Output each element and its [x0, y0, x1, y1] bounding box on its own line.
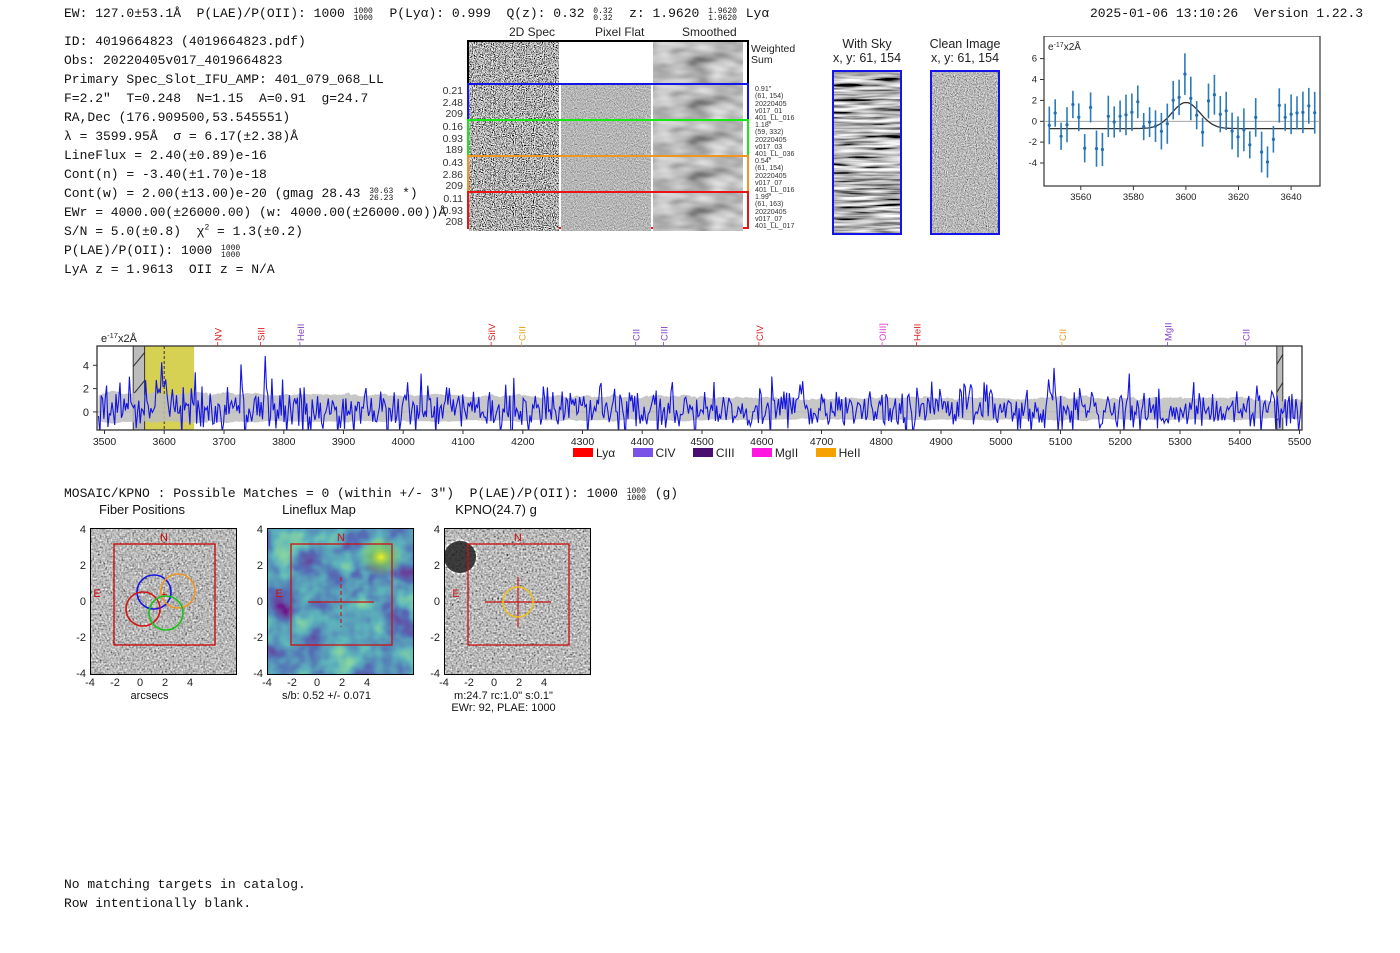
svg-text:NV: NV — [214, 327, 225, 341]
svg-text:E: E — [452, 588, 459, 600]
svg-text:E: E — [93, 588, 100, 600]
svg-text:3600: 3600 — [153, 436, 177, 448]
svg-text:3580: 3580 — [1123, 192, 1144, 203]
svg-text:4600: 4600 — [750, 436, 774, 448]
svg-text:5500: 5500 — [1288, 436, 1312, 448]
svg-text:OIII]: OIII] — [878, 323, 889, 341]
svg-text:0: 0 — [83, 407, 89, 419]
svg-text:CIII: CIII — [517, 326, 528, 341]
svg-text:4100: 4100 — [451, 436, 475, 448]
svg-text:5000: 5000 — [989, 436, 1013, 448]
svg-text:HeII: HeII — [912, 324, 923, 341]
svg-text:e-17x2Å: e-17x2Å — [1048, 40, 1081, 53]
svg-text:CII: CII — [1241, 329, 1252, 341]
svg-text:CIII: CIII — [659, 326, 670, 341]
svg-text:3600: 3600 — [1175, 192, 1196, 203]
svg-text:e-17x2Å: e-17x2Å — [101, 331, 138, 346]
svg-text:N: N — [160, 532, 168, 544]
svg-text:4300: 4300 — [571, 436, 595, 448]
svg-text:3700: 3700 — [212, 436, 236, 448]
svg-text:2: 2 — [1032, 95, 1037, 106]
svg-text:4: 4 — [83, 360, 89, 372]
svg-text:4400: 4400 — [631, 436, 655, 448]
svg-text:CII: CII — [1058, 329, 1069, 341]
svg-text:5400: 5400 — [1228, 436, 1252, 448]
svg-text:N: N — [337, 532, 345, 544]
svg-text:-2: -2 — [1029, 137, 1037, 148]
svg-text:SiII: SiII — [257, 327, 268, 341]
svg-text:0: 0 — [1032, 116, 1037, 127]
svg-text:4700: 4700 — [810, 436, 834, 448]
svg-text:3560: 3560 — [1070, 192, 1091, 203]
svg-text:4900: 4900 — [929, 436, 953, 448]
svg-text:4500: 4500 — [690, 436, 714, 448]
svg-text:2: 2 — [83, 384, 89, 396]
svg-text:4000: 4000 — [392, 436, 416, 448]
svg-text:3620: 3620 — [1228, 192, 1249, 203]
svg-text:5100: 5100 — [1049, 436, 1073, 448]
svg-text:6: 6 — [1032, 54, 1037, 65]
svg-text:MgII: MgII — [1164, 323, 1175, 341]
svg-text:HeII: HeII — [296, 324, 307, 341]
svg-text:3900: 3900 — [332, 436, 356, 448]
svg-text:-4: -4 — [1029, 158, 1037, 169]
svg-text:4: 4 — [1032, 75, 1037, 86]
svg-text:N: N — [514, 532, 522, 544]
svg-text:5200: 5200 — [1109, 436, 1133, 448]
svg-text:E: E — [275, 588, 282, 600]
svg-text:CII: CII — [632, 329, 643, 341]
svg-text:4200: 4200 — [511, 436, 535, 448]
svg-text:CIV: CIV — [755, 325, 766, 342]
svg-text:3800: 3800 — [272, 436, 296, 448]
svg-text:SiIV: SiIV — [487, 323, 498, 341]
svg-text:3500: 3500 — [93, 436, 117, 448]
svg-text:4800: 4800 — [870, 436, 894, 448]
svg-text:5300: 5300 — [1168, 436, 1192, 448]
svg-text:3640: 3640 — [1281, 192, 1302, 203]
